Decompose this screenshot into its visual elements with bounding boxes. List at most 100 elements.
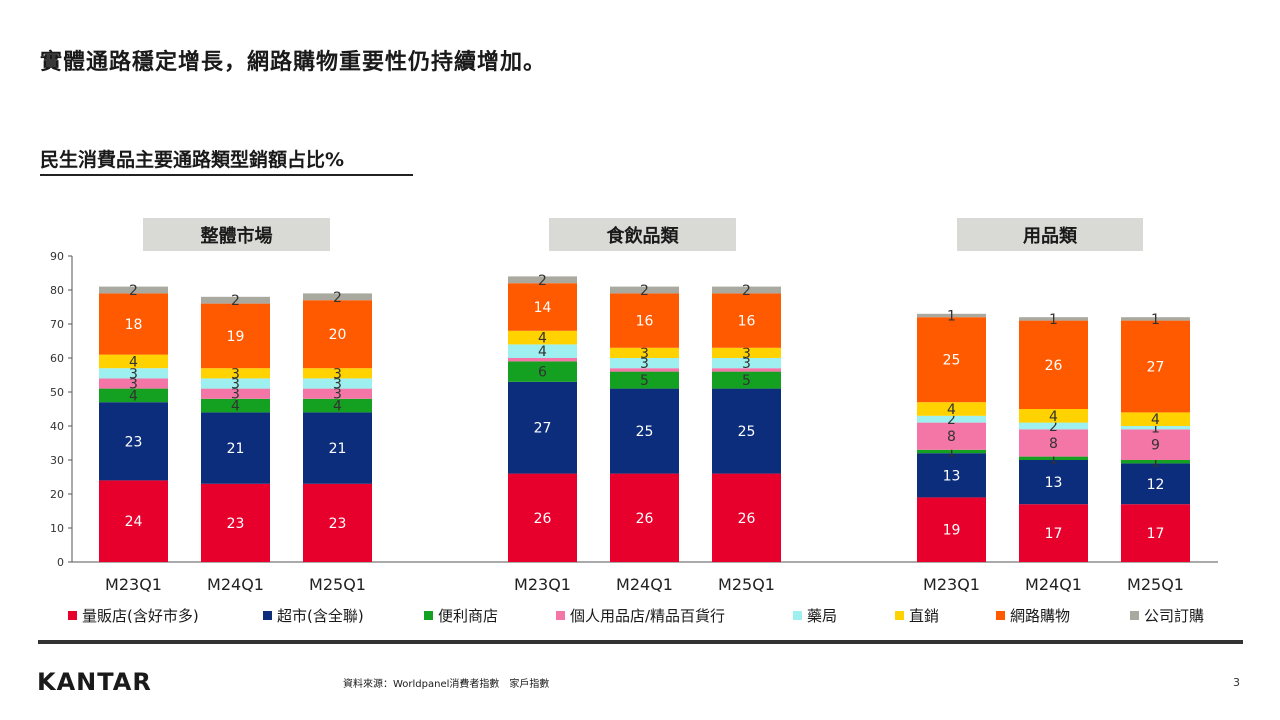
data-label: 12 [1147, 477, 1165, 493]
legend-swatch [996, 611, 1005, 620]
data-label: 2 [640, 283, 649, 299]
data-label: 26 [636, 511, 654, 527]
bar-segment [712, 347, 781, 358]
data-label: 1 [1049, 312, 1058, 328]
data-label: 3 [333, 387, 342, 403]
bar-segment [712, 371, 781, 389]
data-label: 9 [1151, 438, 1160, 454]
bar-segment [99, 286, 168, 294]
bar-segment [1019, 456, 1088, 460]
bar-segment [1121, 412, 1190, 426]
data-label: 27 [1147, 360, 1165, 376]
legend-label: 個人用品店/精品百貨行 [570, 607, 726, 625]
legend-label: 量販店(含好市多) [82, 607, 199, 625]
bar-segment [201, 378, 270, 389]
legend-item-hypermarket: 量販店(含好市多) [68, 605, 199, 626]
group-label-overall: 整體市場 [143, 218, 330, 251]
bar-segment [1121, 317, 1190, 321]
legend-swatch [263, 611, 272, 620]
bar-segment [712, 293, 781, 348]
x-category-label: M25Q1 [1127, 575, 1184, 594]
chart-subtitle: 民生消費品主要通路類型銷額占比% [40, 149, 345, 171]
bar-segment [201, 296, 270, 304]
data-label: 2 [129, 283, 138, 299]
data-label: 4 [1151, 412, 1160, 428]
data-label: 21 [227, 441, 245, 457]
data-label: 13 [943, 468, 961, 484]
legend-label: 公司訂購 [1144, 607, 1205, 625]
data-label: 25 [738, 424, 756, 440]
data-label: 2 [333, 290, 342, 306]
legend-item-pharmacy: 藥局 [793, 605, 837, 626]
data-label: 5 [640, 373, 649, 389]
bar-segment [917, 422, 986, 450]
y-tick-label: 90 [50, 250, 64, 263]
data-label: 3 [231, 387, 240, 403]
data-label: 2 [742, 283, 751, 299]
legend-label: 藥局 [807, 607, 838, 625]
bar-segment [508, 361, 577, 382]
x-category-label: M24Q1 [616, 575, 673, 594]
bar-segment [1121, 463, 1190, 505]
bar-segment [1121, 460, 1190, 464]
bar-segment [508, 283, 577, 331]
bar-segment [610, 293, 679, 348]
data-label: 24 [125, 514, 143, 530]
data-label: 20 [329, 327, 347, 343]
bar-segment [610, 368, 679, 372]
data-label: 1 [947, 309, 956, 325]
bar-segment [508, 344, 577, 358]
y-tick-label: 40 [50, 420, 64, 433]
y-tick-label: 20 [50, 488, 64, 501]
x-category-label: M24Q1 [207, 575, 264, 594]
bar-segment [712, 368, 781, 372]
bar-segment [99, 368, 168, 379]
bar-segment [99, 388, 168, 403]
data-label: 26 [738, 511, 756, 527]
bar-segment [610, 388, 679, 474]
legend-item-personal-care-store: 個人用品店/精品百貨行 [556, 605, 725, 626]
data-label: 3 [640, 356, 649, 372]
x-category-label: M23Q1 [923, 575, 980, 594]
data-label: 26 [534, 511, 552, 527]
y-tick-label: 0 [57, 556, 64, 569]
data-label: 4 [947, 402, 956, 418]
x-category-label: M23Q1 [105, 575, 162, 594]
bar-segment [303, 300, 372, 369]
data-label: 3 [333, 366, 342, 382]
legend-swatch [424, 611, 433, 620]
bar-segment [610, 347, 679, 358]
data-label: 4 [333, 399, 342, 415]
bar-segment [1121, 426, 1190, 430]
data-label: 5 [742, 373, 751, 389]
bar-segment [201, 303, 270, 369]
bar-segment [99, 402, 168, 481]
group-label-food-beverage: 食飲品類 [549, 218, 736, 251]
data-label: 19 [943, 523, 961, 539]
bar-segment [508, 358, 577, 362]
bar-segment [1019, 460, 1088, 505]
x-category-label: M25Q1 [718, 575, 775, 594]
data-label: 2 [1049, 419, 1058, 435]
data-label: 3 [742, 356, 751, 372]
bar-segment [917, 453, 986, 498]
bar-segment [508, 381, 577, 474]
bar-segment [201, 368, 270, 379]
page-headline: 實體通路穩定增長，網路購物重要性仍持續增加。 [40, 50, 547, 75]
legend-label: 網路購物 [1010, 607, 1071, 625]
bar-segment [712, 473, 781, 562]
data-label: 2 [231, 293, 240, 309]
legend-swatch [793, 611, 802, 620]
group-label-household: 用品類 [957, 218, 1143, 251]
bar-segment [99, 354, 168, 369]
stacked-bar-chart: 010203040506070809024234334182M23Q123214… [50, 250, 1218, 594]
bar-segment [917, 449, 986, 454]
bar-segment [201, 398, 270, 413]
bar-segment [1019, 317, 1088, 321]
data-label: 1 [1151, 312, 1160, 328]
legend-label: 便利商店 [438, 607, 499, 625]
bar-segment [610, 473, 679, 562]
bar-segment [1019, 504, 1088, 562]
legend-item-supermarket: 超市(含全聯) [263, 605, 364, 626]
data-label: 2 [947, 412, 956, 428]
